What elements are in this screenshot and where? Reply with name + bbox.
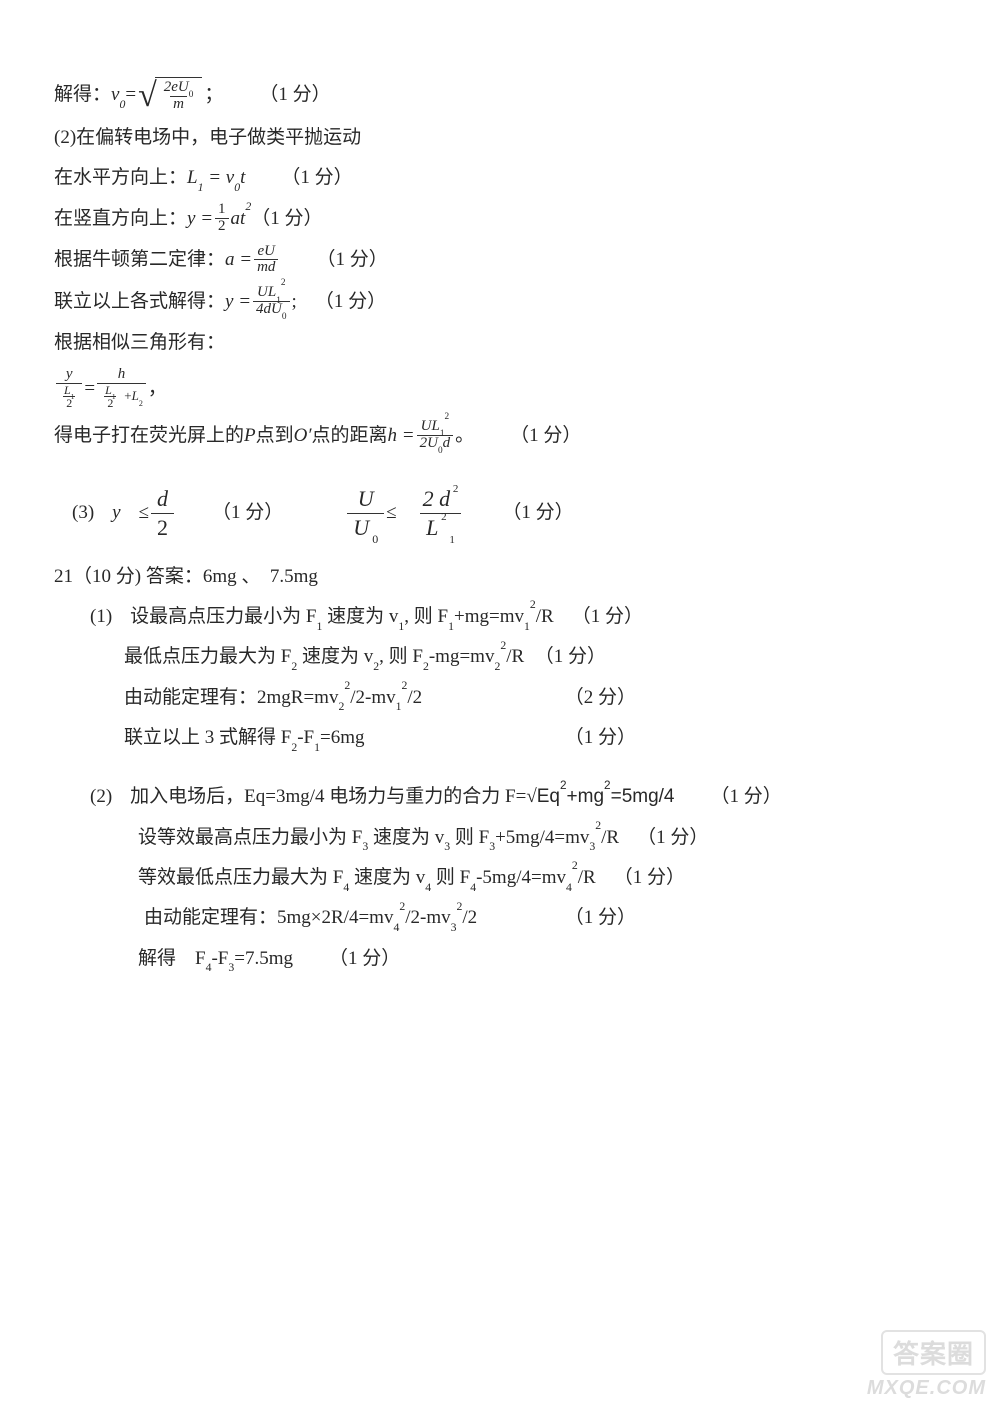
frac-h: h L1 2 +L2: [97, 367, 146, 410]
q21-1-line2: 最低点压力最大为 F2 速度为 v2, 则 F2-mg=mv22/R （1 分）: [54, 641, 946, 672]
score: （1 分）: [535, 641, 946, 672]
q21-2-line2: 设等效最高点压力最小为 F3 速度为 v3 则 F3+5mg/4=mv32/R …: [54, 822, 946, 853]
txt: 最低点压力最大为 F2 速度为 v2, 则 F2-mg=mv22/R: [124, 641, 524, 672]
eq: L1 = v0t: [187, 162, 245, 193]
score: （2 分）: [565, 682, 946, 713]
frac-U-U0: U U 0: [347, 485, 384, 540]
score: （1 分）: [502, 497, 573, 528]
score: （1 分）: [565, 902, 946, 933]
txt: 设最高点压力最小为 F1 速度为 v1, 则 F1+mg=mv12/R: [130, 601, 554, 632]
txt: 设等效最高点压力最小为 F3 速度为 v3 则 F3+5mg/4=mv32/R: [138, 822, 619, 853]
score: （1 分）: [510, 420, 581, 451]
score: （1 分）: [329, 943, 400, 974]
frac-d2: d 2: [151, 485, 174, 540]
line-result-h: 得电子打在荧光屏上的 P 点到 O′ 点的距离 h = UL12 2U0d 。 …: [54, 419, 946, 452]
frac-half: 12: [215, 202, 229, 235]
sqrt: √ 2eU0 m: [138, 77, 202, 113]
txt: 联立以上 3 式解得 F2-F1=6mg: [124, 722, 365, 753]
line-proportion: y L1 2 = h L1 2 +L2 ，: [54, 367, 946, 410]
line-horizontal: 在水平方向上： L1 = v0t （1 分）: [54, 162, 946, 193]
line-combine-y: 联立以上各式解得： y = UL12 4dU0 ; （1 分）: [54, 285, 946, 318]
score: （1 分）: [565, 722, 946, 753]
frac-y-L1half: y L1 2: [56, 367, 82, 410]
page: 解得： v0 = √ 2eU0 m ； （1 分） (2)在偏转电场中，电子做类…: [0, 0, 1000, 974]
txt: 加入电场后，Eq=3mg/4 电场力与重力的合力 F=√Eq2+mg2=5mg/…: [130, 781, 674, 812]
txt: 解得 F4-F3=7.5mg: [138, 943, 293, 974]
score: （1 分）: [281, 162, 352, 193]
radical-icon: √: [138, 83, 157, 119]
score: （1 分）: [315, 286, 386, 317]
line-newton2: 根据牛顿第二定律： a = eU md （1 分）: [54, 244, 946, 277]
q21-2-line4: 由动能定理有：5mg×2R/4=mv42/2-mv32/2 （1 分）: [54, 902, 946, 933]
line-part3: (3) y ≤ d 2 （1 分） U U 0 ≤ 2 d 2 L 2 1 （1…: [54, 485, 946, 540]
score: （1 分）: [212, 497, 283, 528]
score: （1 分）: [572, 601, 643, 632]
score: （1 分）: [637, 822, 708, 853]
txt: 解得：: [54, 79, 111, 110]
txt: 由动能定理有：2mgR=mv22/2-mv12/2: [124, 682, 422, 713]
watermark-line1: 答案圈: [881, 1330, 986, 1375]
q21-2-line5: 解得 F4-F3=7.5mg （1 分）: [54, 943, 946, 974]
line-solve-v0: 解得： v0 = √ 2eU0 m ； （1 分）: [54, 77, 946, 113]
line-vertical: 在竖直方向上： y = 12 at2 （1 分）: [54, 202, 946, 235]
line-similar-tri: 根据相似三角形有：: [54, 327, 946, 358]
q21-1-line4: 联立以上 3 式解得 F2-F1=6mg （1 分）: [54, 722, 946, 753]
q21-head: 21（10 分) 答案：6mg 、 7.5mg: [54, 561, 946, 592]
q21-2-line1: (2) 加入电场后，Eq=3mg/4 电场力与重力的合力 F=√Eq2+mg2=…: [54, 781, 946, 812]
frac-eU-md: eU md: [254, 244, 278, 277]
score: （1 分）: [316, 244, 387, 275]
line-part2-intro: (2)在偏转电场中，电子做类平抛运动: [54, 122, 946, 153]
q21-1-line1: (1) 设最高点压力最小为 F1 速度为 v1, 则 F1+mg=mv12/R …: [54, 601, 946, 632]
frac-2d2-L21: 2 d 2 L 2 1: [417, 485, 465, 540]
at2: at2: [231, 203, 252, 234]
txt: 等效最低点压力最大为 F4 速度为 v4 则 F4-5mg/4=mv42/R: [138, 862, 596, 893]
watermark-line2: MXQE.COM: [867, 1377, 986, 1400]
q21-2-line3: 等效最低点压力最大为 F4 速度为 v4 则 F4-5mg/4=mv42/R （…: [54, 862, 946, 893]
score: （1 分）: [614, 862, 685, 893]
score: （1 分）: [259, 79, 330, 110]
watermark: 答案圈 MXQE.COM: [867, 1330, 986, 1400]
var-v: v0: [111, 79, 125, 110]
q21-1-line3: 由动能定理有：2mgR=mv22/2-mv12/2 （2 分）: [54, 682, 946, 713]
score: （1 分）: [711, 781, 782, 812]
score: （1 分）: [251, 203, 322, 234]
eq: =: [125, 79, 136, 110]
txt: ；: [204, 79, 223, 110]
frac-UL1: UL12 4dU0: [253, 285, 290, 318]
frac-h-val: UL12 2U0d: [417, 419, 454, 452]
txt: 由动能定理有：5mg×2R/4=mv42/2-mv32/2: [144, 902, 477, 933]
